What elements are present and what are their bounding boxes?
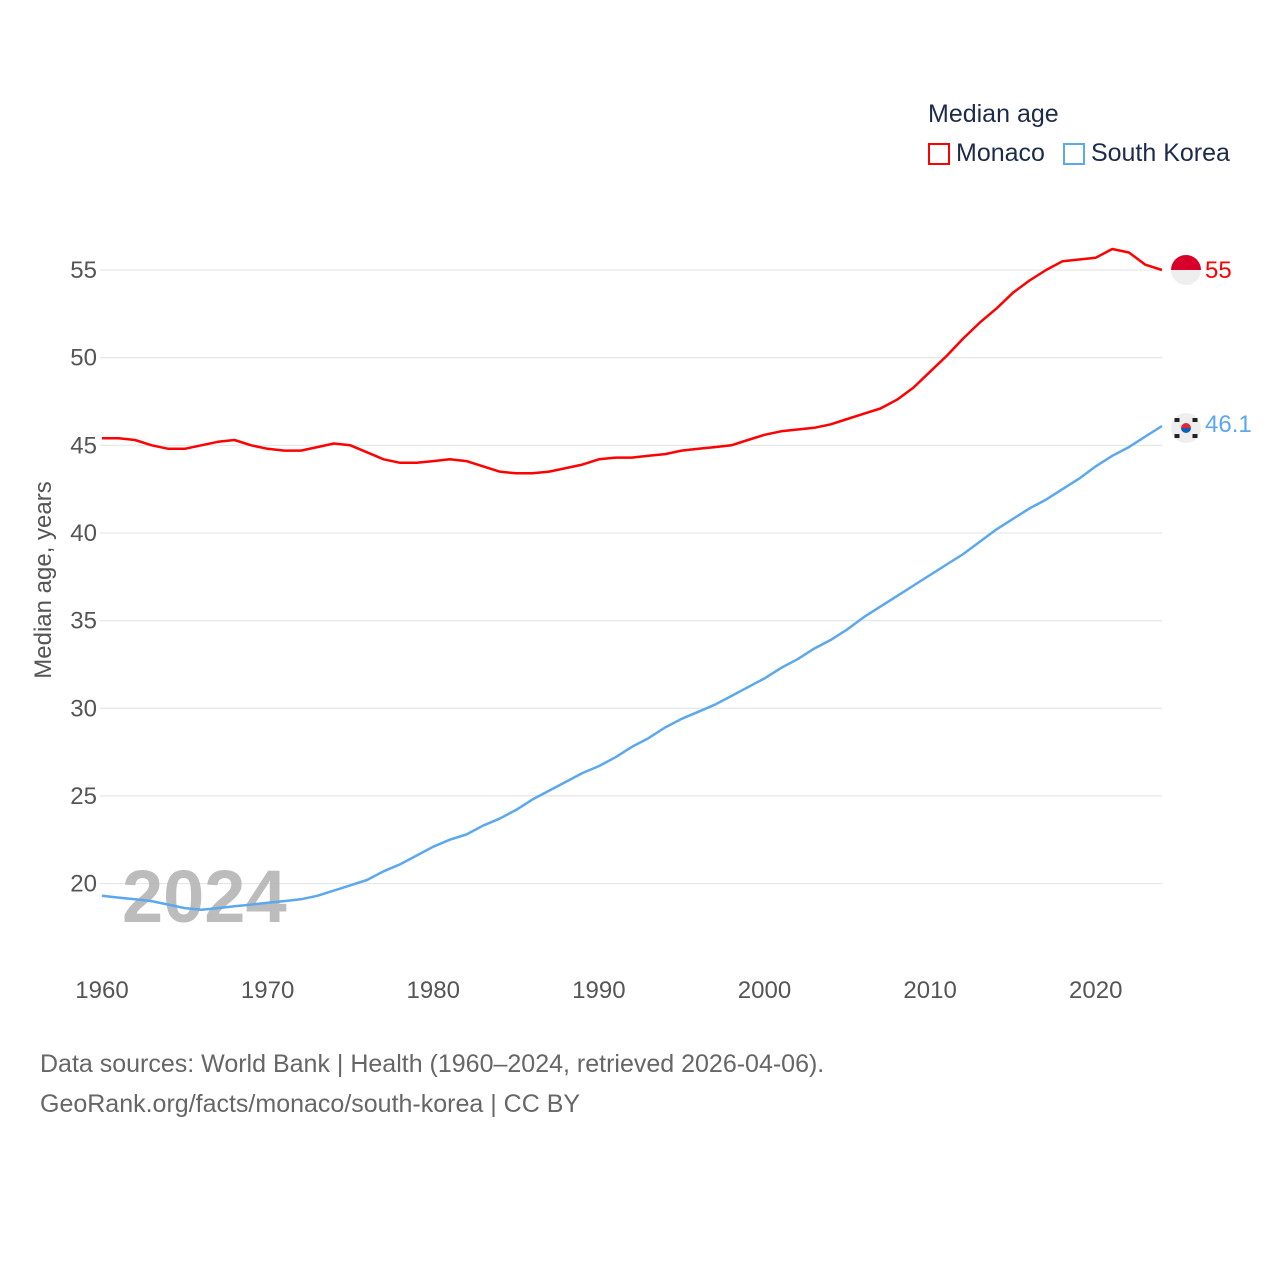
y-tick-label: 25 [70,783,97,810]
y-tick-label: 40 [70,520,97,547]
footer: Data sources: World Bank | Health (1960–… [40,1044,824,1124]
y-tick-label: 20 [70,871,97,898]
trigram [1174,434,1180,439]
y-tick-label: 55 [70,257,97,284]
trigram [1174,418,1180,423]
attribution-link[interactable]: GeoRank.org/facts/monaco/south-korea | C… [40,1090,581,1118]
x-tick-label: 1960 [75,977,128,1004]
x-tick-label: 1990 [572,977,625,1004]
y-tick-label: 45 [70,432,97,459]
trigram [1192,434,1198,439]
monaco-flag-icon [1171,255,1201,285]
x-tick-label: 2010 [903,977,956,1004]
x-tick-label: 2000 [738,977,791,1004]
x-tick-labels: 1960 1970 1980 1990 2000 2010 2020 [75,977,1122,1004]
legend: Median age Monaco South Korea [928,100,1230,168]
series-line-south-korea [101,424,1163,912]
series-lines [101,247,1163,912]
year-watermark: 2024 [122,855,287,938]
legend-swatch-monaco [928,142,950,165]
gridlines [100,269,1162,885]
x-tick-label: 1970 [241,977,294,1004]
legend-swatch-south-korea [1062,142,1085,165]
legend-item-monaco[interactable]: Monaco [928,139,1045,168]
trigram [1192,418,1198,423]
y-axis-title: Median age, years [30,481,57,678]
end-markers: 55 46.1 [1171,255,1252,444]
legend-item-south-korea[interactable]: South Korea [1062,139,1230,168]
legend-title: Median age [928,100,1059,128]
taegeuk-red [1181,423,1191,429]
data-source-text: Data sources: World Bank | Health (1960–… [40,1050,825,1078]
x-tick-label: 1980 [407,977,460,1004]
y-tick-labels: 20 25 30 35 40 45 50 55 [70,257,97,898]
series-line-monaco [102,247,1163,475]
legend-label: Monaco [956,139,1045,167]
taegeuk-blue [1181,428,1191,434]
x-tick-label: 2020 [1069,977,1122,1004]
south-korea-flag-icon [1171,413,1201,444]
flag-red-half [1171,255,1201,270]
y-tick-label: 50 [70,345,97,372]
legend-label: South Korea [1090,139,1230,167]
y-tick-label: 30 [70,695,97,722]
y-tick-label: 35 [70,608,97,635]
end-value-label: 46.1 [1205,411,1252,438]
end-value-label: 55 [1205,257,1232,284]
